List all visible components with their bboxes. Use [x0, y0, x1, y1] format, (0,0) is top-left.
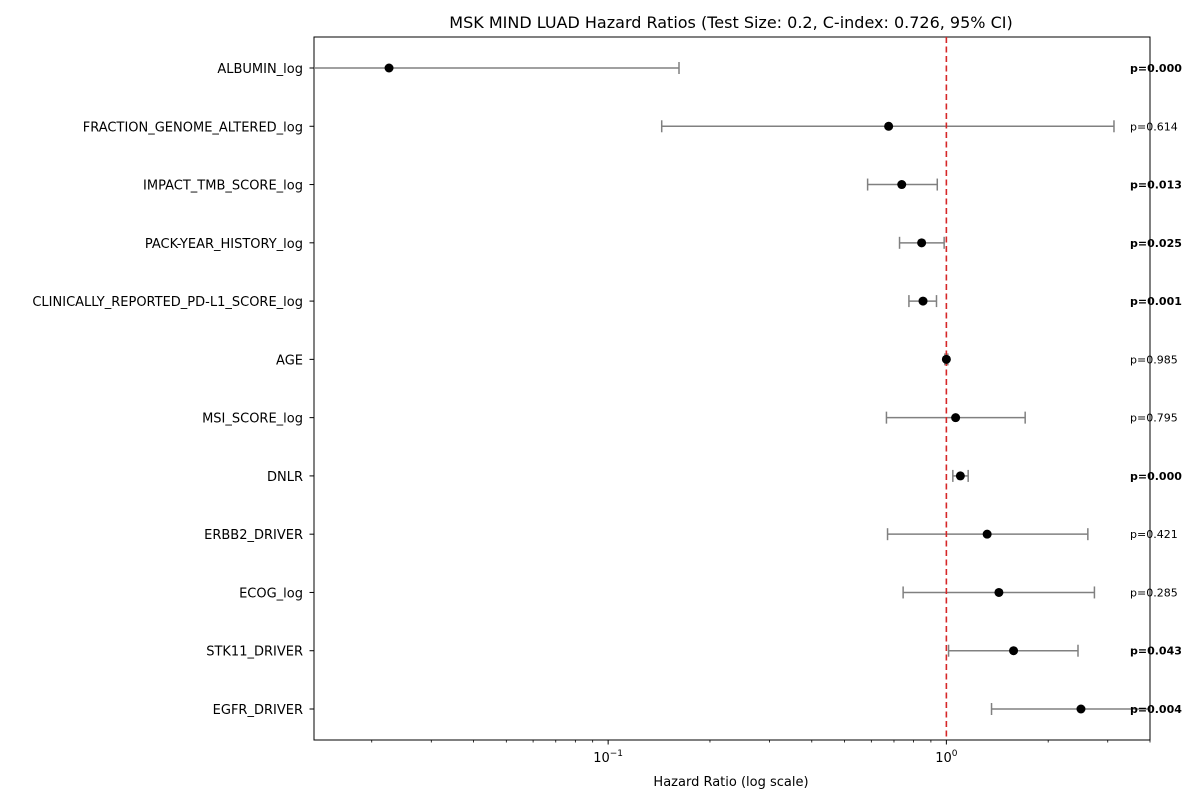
hr-point: [982, 529, 992, 539]
y-tick-label: DNLR: [267, 470, 303, 485]
y-tick-label: AGE: [276, 353, 303, 368]
hr-point: [941, 354, 951, 364]
p-value-label: p=0.013: [1130, 179, 1182, 192]
y-tick-label: IMPACT_TMB_SCORE_log: [143, 179, 303, 194]
p-value-label: p=0.004: [1130, 703, 1182, 716]
axes-frame: [313, 36, 1151, 741]
hr-point: [917, 238, 927, 248]
p-value-label: p=0.421: [1130, 528, 1178, 541]
y-tick-label: MSI_SCORE_log: [202, 412, 303, 427]
y-tick-label: ECOG_log: [239, 586, 303, 601]
y-tick-label: ALBUMIN_log: [217, 62, 303, 77]
p-value-label: p=0.000: [1130, 62, 1182, 75]
p-value-label: p=0.285: [1130, 586, 1178, 599]
y-tick-label: EGFR_DRIVER: [213, 703, 303, 718]
p-value-label: p=0.001: [1130, 295, 1182, 308]
hr-point: [918, 296, 928, 306]
p-value-label: p=0.025: [1130, 237, 1182, 250]
y-tick-label: FRACTION_GENOME_ALTERED_log: [83, 120, 303, 135]
hr-point: [884, 121, 894, 131]
hr-point: [951, 413, 961, 423]
chart-title: MSK MIND LUAD Hazard Ratios (Test Size: …: [449, 13, 1012, 32]
y-tick-label: STK11_DRIVER: [206, 645, 303, 660]
hr-point: [994, 587, 1004, 597]
hr-point: [955, 471, 965, 481]
p-value-label: p=0.614: [1130, 120, 1178, 133]
plot-area: 10−1 100 ALBUMIN_log p=0.000 FRACTION_GENOME…: [32, 36, 1182, 766]
y-tick-label: PACK-YEAR_HISTORY_log: [145, 237, 303, 252]
y-tick-label: CLINICALLY_REPORTED_PD-L1_SCORE_log: [32, 295, 303, 310]
x-axis-label: Hazard Ratio (log scale): [653, 775, 808, 790]
y-tick-label: ERBB2_DRIVER: [204, 528, 303, 543]
x-tick-label: 100: [935, 749, 958, 766]
p-value-label: p=0.985: [1130, 353, 1178, 366]
x-tick-label: 10−1: [593, 749, 623, 766]
p-value-label: p=0.000: [1130, 470, 1182, 483]
p-value-label: p=0.795: [1130, 412, 1178, 425]
hr-point: [1009, 646, 1019, 656]
p-value-label: p=0.043: [1130, 645, 1182, 658]
hr-point: [897, 180, 907, 190]
hr-point: [1076, 704, 1086, 714]
hr-point: [384, 63, 394, 73]
